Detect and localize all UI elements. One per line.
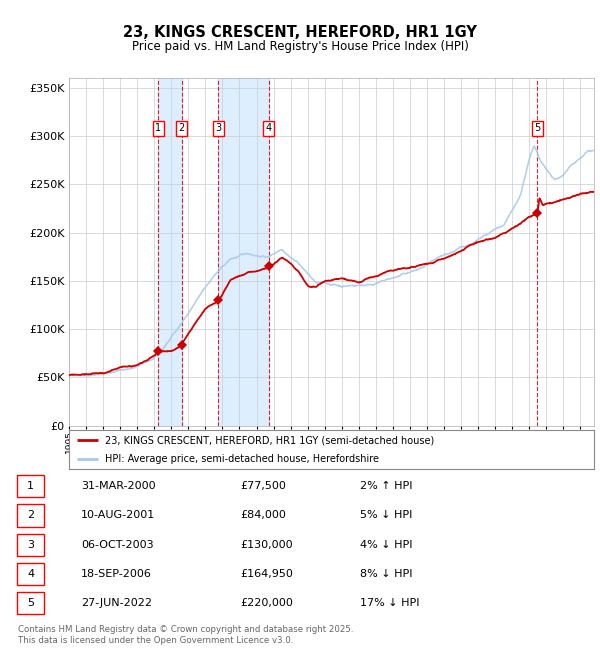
Text: £130,000: £130,000 — [240, 540, 293, 550]
Text: 5: 5 — [27, 598, 34, 608]
Text: 1: 1 — [27, 481, 34, 491]
Text: 5: 5 — [534, 124, 541, 133]
Text: 18-SEP-2006: 18-SEP-2006 — [81, 569, 152, 579]
Text: 2% ↑ HPI: 2% ↑ HPI — [360, 481, 413, 491]
Text: 06-OCT-2003: 06-OCT-2003 — [81, 540, 154, 550]
Text: 4: 4 — [27, 569, 34, 579]
Text: Price paid vs. HM Land Registry's House Price Index (HPI): Price paid vs. HM Land Registry's House … — [131, 40, 469, 53]
Text: 27-JUN-2022: 27-JUN-2022 — [81, 598, 152, 608]
Text: 3: 3 — [215, 124, 221, 133]
Text: 4: 4 — [266, 124, 272, 133]
Bar — [158, 78, 182, 426]
Text: £220,000: £220,000 — [240, 598, 293, 608]
Text: Contains HM Land Registry data © Crown copyright and database right 2025.
This d: Contains HM Land Registry data © Crown c… — [18, 625, 353, 645]
Text: 10-AUG-2001: 10-AUG-2001 — [81, 510, 155, 521]
Text: 5% ↓ HPI: 5% ↓ HPI — [360, 510, 412, 521]
Text: 31-MAR-2000: 31-MAR-2000 — [81, 481, 155, 491]
Text: £84,000: £84,000 — [240, 510, 286, 521]
Text: 2: 2 — [27, 510, 34, 521]
Text: 23, KINGS CRESCENT, HEREFORD, HR1 1GY: 23, KINGS CRESCENT, HEREFORD, HR1 1GY — [123, 25, 477, 40]
Text: 17% ↓ HPI: 17% ↓ HPI — [360, 598, 419, 608]
Text: 2: 2 — [179, 124, 185, 133]
Text: £164,950: £164,950 — [240, 569, 293, 579]
Text: 23, KINGS CRESCENT, HEREFORD, HR1 1GY (semi-detached house): 23, KINGS CRESCENT, HEREFORD, HR1 1GY (s… — [105, 436, 434, 445]
Text: 4% ↓ HPI: 4% ↓ HPI — [360, 540, 413, 550]
Text: 3: 3 — [27, 540, 34, 550]
Text: HPI: Average price, semi-detached house, Herefordshire: HPI: Average price, semi-detached house,… — [105, 454, 379, 464]
Text: 8% ↓ HPI: 8% ↓ HPI — [360, 569, 413, 579]
Text: £77,500: £77,500 — [240, 481, 286, 491]
Bar — [218, 78, 269, 426]
Text: 1: 1 — [155, 124, 161, 133]
